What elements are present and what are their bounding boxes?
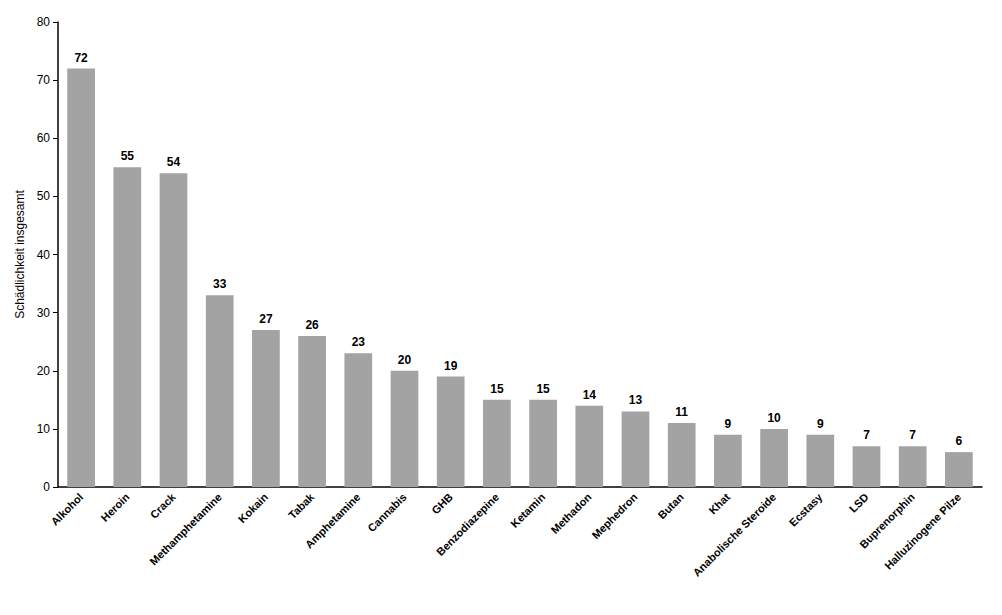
svg-text:30: 30 — [37, 306, 51, 320]
svg-text:Butan: Butan — [655, 491, 686, 522]
svg-text:Buprenorphin: Buprenorphin — [857, 490, 917, 551]
svg-text:GHB: GHB — [429, 491, 455, 517]
svg-text:54: 54 — [167, 155, 181, 169]
svg-text:Methadon: Methadon — [548, 491, 593, 536]
svg-text:11: 11 — [675, 405, 688, 419]
svg-text:Tabak: Tabak — [286, 490, 317, 521]
svg-text:Khat: Khat — [706, 491, 732, 517]
svg-text:0: 0 — [43, 480, 50, 494]
svg-text:10: 10 — [37, 422, 51, 436]
svg-text:Halluzinogene Pilze: Halluzinogene Pilze — [882, 491, 963, 572]
svg-text:6: 6 — [956, 434, 963, 448]
svg-text:80: 80 — [37, 15, 51, 29]
svg-text:Benzodiazepine: Benzodiazepine — [434, 491, 501, 558]
svg-text:20: 20 — [37, 364, 51, 378]
svg-text:33: 33 — [213, 277, 227, 291]
svg-text:60: 60 — [37, 131, 51, 145]
svg-text:Schädlichkeit insgesamt: Schädlichkeit insgesamt — [13, 189, 27, 318]
svg-text:7: 7 — [863, 428, 870, 442]
svg-text:10: 10 — [767, 411, 781, 425]
svg-text:Cannabis: Cannabis — [365, 491, 408, 534]
svg-text:19: 19 — [444, 359, 458, 373]
svg-text:9: 9 — [725, 417, 732, 431]
svg-text:7: 7 — [909, 428, 916, 442]
svg-text:9: 9 — [817, 417, 824, 431]
svg-text:15: 15 — [490, 382, 504, 396]
svg-text:23: 23 — [352, 335, 366, 349]
svg-text:27: 27 — [259, 312, 273, 326]
svg-text:Crack: Crack — [148, 490, 179, 521]
svg-text:Heroin: Heroin — [98, 491, 131, 524]
svg-text:LSD: LSD — [847, 491, 871, 515]
svg-text:40: 40 — [37, 248, 51, 262]
svg-text:72: 72 — [74, 51, 88, 65]
svg-text:Mephedron: Mephedron — [589, 491, 640, 542]
svg-text:Ecstasy: Ecstasy — [787, 490, 825, 528]
svg-text:14: 14 — [583, 388, 597, 402]
svg-text:Alkohol: Alkohol — [48, 491, 85, 528]
svg-text:Amphetamine: Amphetamine — [303, 491, 363, 551]
svg-text:15: 15 — [536, 382, 550, 396]
svg-text:Anabolische Steroide: Anabolische Steroide — [690, 491, 778, 579]
svg-text:70: 70 — [37, 73, 51, 87]
svg-text:Ketamin: Ketamin — [508, 491, 547, 530]
svg-text:20: 20 — [398, 353, 412, 367]
svg-text:26: 26 — [305, 318, 319, 332]
svg-text:Kokain: Kokain — [236, 491, 271, 526]
svg-text:50: 50 — [37, 189, 51, 203]
svg-text:Methamphetamine: Methamphetamine — [147, 491, 224, 568]
svg-text:55: 55 — [121, 149, 135, 163]
svg-text:13: 13 — [629, 393, 643, 407]
